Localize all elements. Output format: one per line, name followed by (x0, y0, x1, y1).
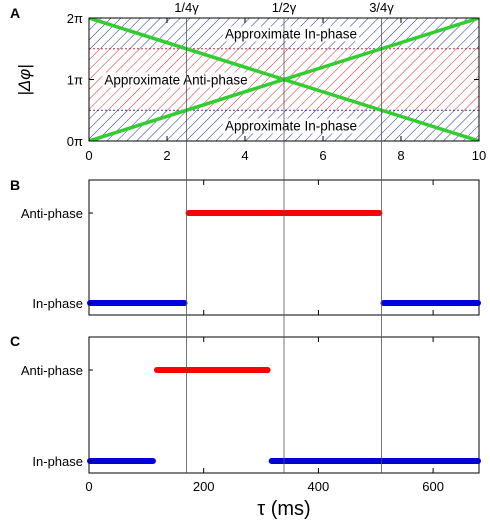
panel-c-letter: C (10, 333, 20, 349)
period-label: 1/4γ (174, 0, 199, 15)
panel-a-y-ticks: 0π 1π 2π (67, 11, 479, 149)
period-markers: 1/4γ 1/2γ 3/4γ (174, 0, 394, 15)
period-label: 3/4γ (369, 0, 394, 15)
band-label-background (222, 118, 360, 134)
panel-c-x-label: τ (ms) (257, 498, 310, 520)
panel-c-state-labels: In-phase Anti-phase (21, 363, 93, 469)
panel-b-state-labels: In-phase Anti-phase (21, 206, 93, 311)
panel-b-x-ticks (88, 180, 434, 315)
band-label-background (222, 26, 360, 42)
panel-a-y-label: |Δφ| (15, 64, 34, 95)
state-label: Anti-phase (21, 363, 83, 378)
panel-c: C In-phase Anti-phase 0 200 400 600 τ (ms) (10, 333, 481, 520)
x-tick-label: 10 (472, 148, 486, 163)
panel-a: A Approximate In-phase Approximate Anti-p… (10, 0, 486, 163)
panel-b: B In-phase Anti-phase (10, 177, 481, 316)
panel-a-x-ticks: 0 2 4 6 8 10 (85, 18, 486, 163)
state-label: In-phase (32, 454, 83, 469)
band-label: Approximate Anti-phase (104, 73, 247, 88)
band-label: Approximate In-phase (225, 26, 357, 41)
x-tick-label: 200 (193, 479, 215, 494)
y-tick-label: 1π (67, 73, 83, 88)
x-tick-label: 600 (422, 479, 444, 494)
reference-lines (186, 18, 382, 473)
band-label-background (102, 72, 250, 88)
y-tick-label: 0π (67, 134, 83, 149)
x-tick-label: 8 (397, 148, 404, 163)
panel-a-letter: A (10, 5, 20, 21)
x-tick-label: 0 (85, 148, 92, 163)
x-tick-label: 0 (85, 479, 92, 494)
x-tick-label: 400 (308, 479, 330, 494)
panel-c-segments (87, 367, 481, 464)
y-tick-label: 2π (67, 11, 83, 26)
state-label: Anti-phase (21, 206, 83, 221)
panel-c-x-ticks: 0 200 400 600 (85, 337, 444, 494)
state-label: In-phase (32, 296, 83, 311)
band-label: Approximate In-phase (225, 119, 357, 134)
x-tick-label: 2 (163, 148, 170, 163)
x-tick-label: 4 (241, 148, 248, 163)
x-tick-label: 6 (319, 148, 326, 163)
band-labels: Approximate In-phase Approximate Anti-pha… (102, 26, 360, 134)
period-label: 1/2γ (272, 0, 297, 15)
panel-b-letter: B (10, 177, 20, 193)
